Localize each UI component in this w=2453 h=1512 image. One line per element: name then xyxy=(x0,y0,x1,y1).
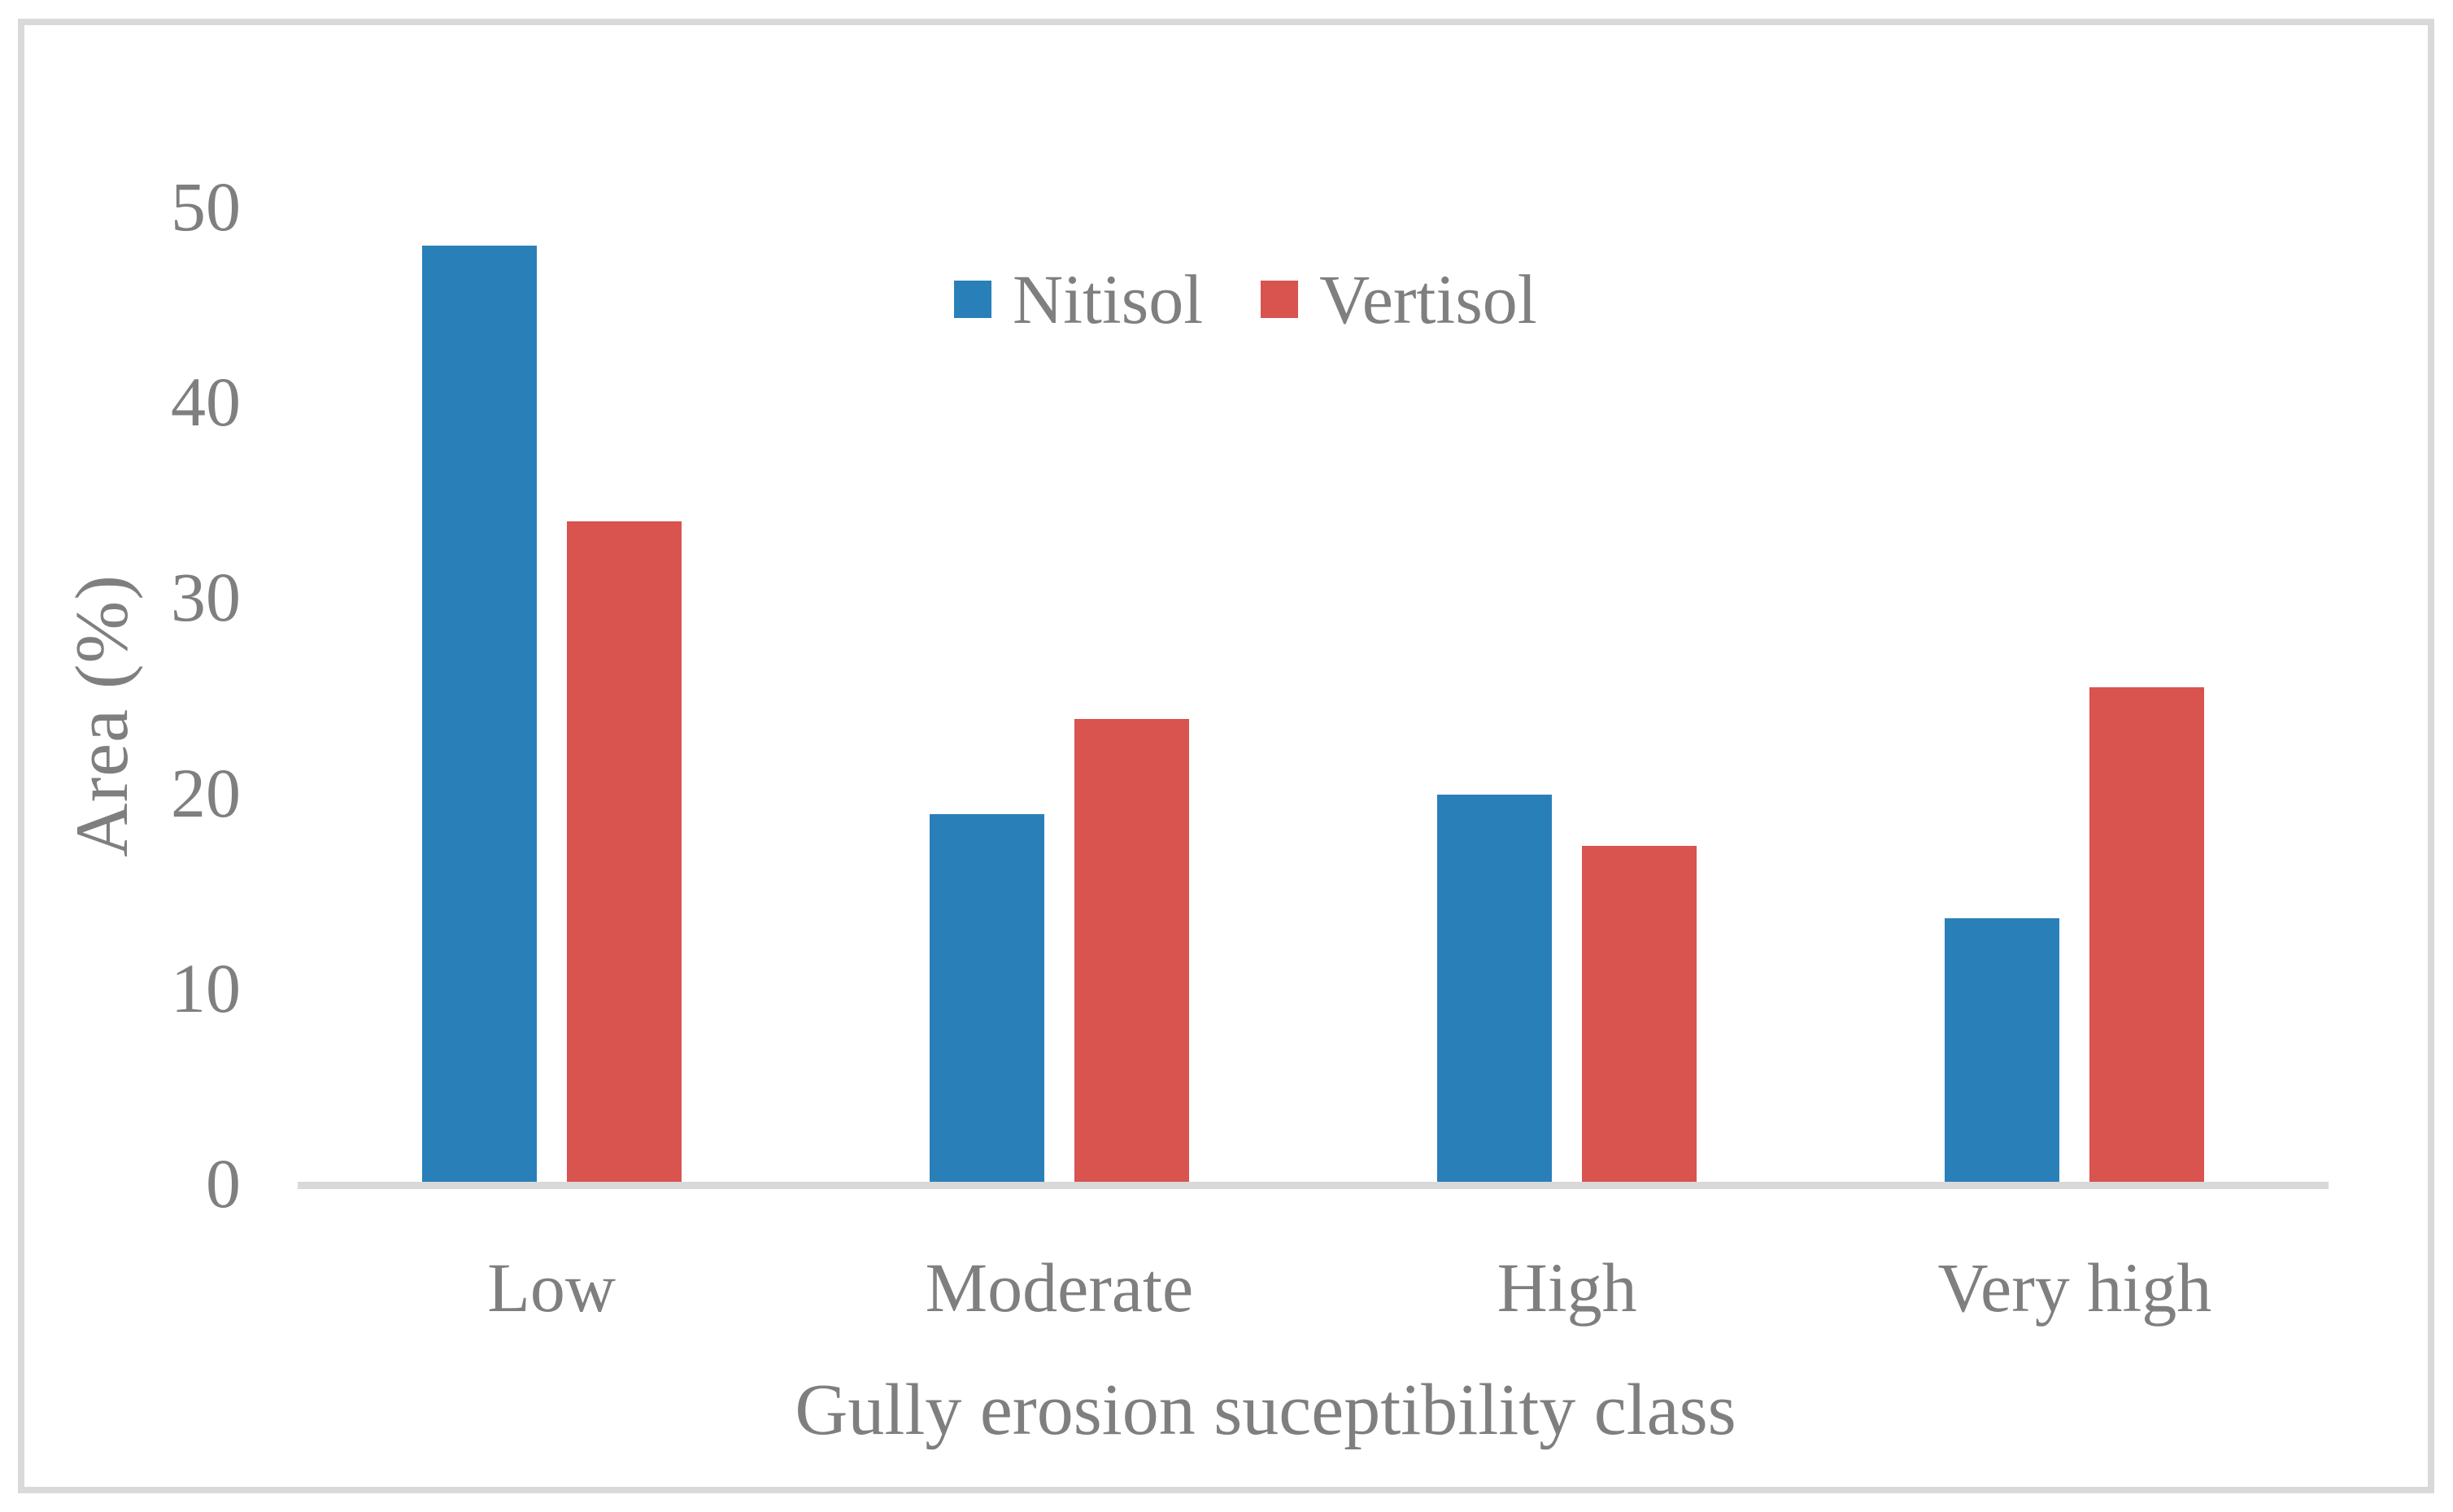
bar-nitisol-very-high xyxy=(1945,918,2059,1182)
x-axis-line xyxy=(298,1182,2329,1189)
legend-label-nitisol: Nitisol xyxy=(1013,260,1204,338)
y-tick-label-0: 0 xyxy=(206,1144,241,1222)
bar-vertisol-very-high xyxy=(2089,687,2204,1182)
y-tick-label-20: 20 xyxy=(171,753,241,832)
chart-outer-frame xyxy=(18,19,2434,1493)
bar-vertisol-high xyxy=(1582,846,1697,1182)
bar-nitisol-low xyxy=(422,246,537,1182)
category-label-moderate: Moderate xyxy=(925,1248,1194,1327)
x-axis-title: Gully erosion suceptibility class xyxy=(795,1370,1736,1450)
legend: Nitisol Vertisol xyxy=(954,260,1537,338)
y-tick-label-30: 30 xyxy=(171,558,241,637)
category-label-very-high: Very high xyxy=(1937,1248,2212,1327)
legend-swatch-vertisol xyxy=(1261,281,1299,318)
bar-nitisol-high xyxy=(1437,795,1552,1182)
y-tick-label-50: 50 xyxy=(171,168,241,246)
y-tick-label-10: 10 xyxy=(171,948,241,1027)
y-tick-label-40: 40 xyxy=(171,363,241,442)
bar-vertisol-moderate xyxy=(1074,719,1189,1182)
bar-vertisol-low xyxy=(567,521,682,1182)
bar-nitisol-moderate xyxy=(930,814,1044,1182)
category-label-high: High xyxy=(1497,1248,1637,1327)
legend-label-vertisol: Vertisol xyxy=(1319,260,1537,338)
category-label-low: Low xyxy=(487,1248,616,1327)
legend-swatch-nitisol xyxy=(954,281,991,318)
